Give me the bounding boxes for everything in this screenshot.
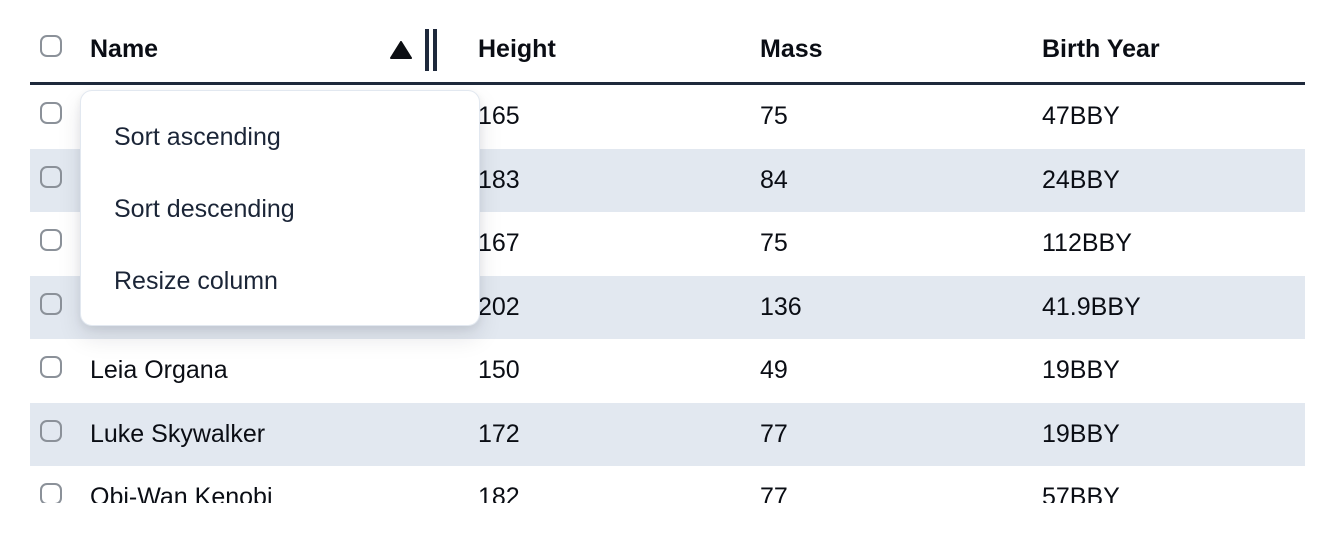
cell-height: 202 bbox=[478, 292, 520, 321]
resize-bar bbox=[425, 28, 429, 71]
cell-birth-year: 19BBY bbox=[1042, 419, 1120, 448]
row-checkbox-cell bbox=[30, 102, 80, 131]
menu-item-resize-column[interactable]: Resize column bbox=[114, 266, 278, 295]
cell-height: 150 bbox=[478, 356, 520, 385]
row-checkbox[interactable] bbox=[40, 292, 62, 315]
select-all-checkbox[interactable] bbox=[40, 35, 62, 57]
table-header-row: Name Height Mass Birth Year bbox=[30, 0, 1305, 85]
row-checkbox[interactable] bbox=[40, 229, 62, 252]
column-resize-handle-icon[interactable] bbox=[425, 28, 437, 71]
cell-height: 165 bbox=[478, 102, 520, 131]
cell-height: 172 bbox=[478, 419, 520, 448]
column-header-mass[interactable]: Mass bbox=[735, 35, 1017, 64]
column-header-mass-label: Mass bbox=[760, 35, 823, 63]
cell-height: 183 bbox=[478, 165, 520, 194]
cell-name: Obi-Wan Kenobi bbox=[90, 483, 273, 503]
sort-ascending-triangle-icon bbox=[390, 40, 412, 59]
column-header-height[interactable]: Height bbox=[455, 35, 735, 64]
row-checkbox[interactable] bbox=[40, 102, 62, 125]
column-header-birth-year[interactable]: Birth Year bbox=[1017, 35, 1305, 64]
table-row[interactable]: Leia Organa 150 49 19BBY bbox=[30, 339, 1305, 403]
column-header-name-label: Name bbox=[90, 35, 159, 63]
row-checkbox-cell bbox=[30, 356, 80, 385]
row-checkbox-cell bbox=[30, 483, 80, 503]
select-all-cell bbox=[30, 35, 80, 64]
column-header-name[interactable]: Name bbox=[80, 28, 455, 71]
row-checkbox[interactable] bbox=[40, 356, 62, 379]
column-context-menu: Sort ascending Sort descending Resize co… bbox=[80, 90, 480, 326]
menu-item-sort-descending[interactable]: Sort descending bbox=[114, 194, 295, 223]
cell-birth-year: 57BBY bbox=[1042, 483, 1120, 503]
cell-height: 167 bbox=[478, 229, 520, 258]
table-row[interactable]: 167 75 112BBY bbox=[30, 212, 1305, 276]
cell-height: 182 bbox=[478, 483, 520, 503]
cell-name: Leia Organa bbox=[90, 356, 228, 385]
cell-mass: 77 bbox=[760, 419, 788, 448]
cell-birth-year: 47BBY bbox=[1042, 102, 1120, 131]
row-checkbox-cell bbox=[30, 229, 80, 258]
cell-mass: 49 bbox=[760, 356, 788, 385]
table-row[interactable]: 165 75 47BBY bbox=[30, 85, 1305, 149]
row-checkbox[interactable] bbox=[40, 483, 62, 503]
cell-birth-year: 19BBY bbox=[1042, 356, 1120, 385]
cell-birth-year: 24BBY bbox=[1042, 165, 1120, 194]
column-header-birth-year-label: Birth Year bbox=[1042, 35, 1160, 63]
cell-mass: 84 bbox=[760, 165, 788, 194]
cell-mass: 75 bbox=[760, 102, 788, 131]
row-checkbox[interactable] bbox=[40, 419, 62, 442]
cell-birth-year: 41.9BBY bbox=[1042, 292, 1141, 321]
cell-mass: 136 bbox=[760, 292, 802, 321]
row-checkbox-cell bbox=[30, 292, 80, 322]
cell-name: Luke Skywalker bbox=[90, 419, 266, 448]
column-header-height-label: Height bbox=[478, 35, 556, 63]
cell-mass: 77 bbox=[760, 483, 788, 503]
table-row[interactable]: Luke Skywalker 172 77 19BBY bbox=[30, 402, 1305, 466]
row-checkbox-cell bbox=[30, 419, 80, 449]
cell-birth-year: 112BBY bbox=[1042, 229, 1132, 258]
resize-bar bbox=[433, 28, 437, 71]
cell-mass: 75 bbox=[760, 229, 788, 258]
row-checkbox[interactable] bbox=[40, 165, 62, 188]
menu-item-sort-ascending[interactable]: Sort ascending bbox=[114, 122, 281, 151]
table-row[interactable]: Obi-Wan Kenobi 182 77 57BBY bbox=[30, 466, 1305, 503]
row-checkbox-cell bbox=[30, 165, 80, 195]
